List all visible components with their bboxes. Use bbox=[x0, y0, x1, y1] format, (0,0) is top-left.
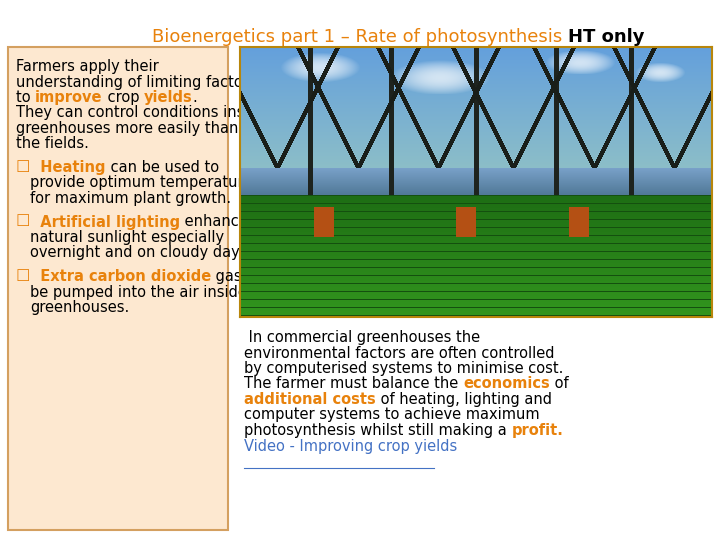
Text: understanding of limiting factors: understanding of limiting factors bbox=[16, 75, 256, 90]
Text: greenhouses.: greenhouses. bbox=[30, 300, 130, 315]
Text: profit.: profit. bbox=[511, 423, 563, 438]
Text: Extra carbon dioxide: Extra carbon dioxide bbox=[30, 269, 211, 284]
Text: crop: crop bbox=[103, 90, 144, 105]
Text: gas can: gas can bbox=[211, 269, 273, 284]
Text: photosynthesis whilst still making a: photosynthesis whilst still making a bbox=[244, 423, 511, 438]
Text: enhances the: enhances the bbox=[180, 214, 284, 230]
Text: the fields.: the fields. bbox=[16, 137, 89, 152]
Text: HT only: HT only bbox=[568, 28, 644, 46]
Text: Farmers apply their: Farmers apply their bbox=[16, 59, 158, 74]
Text: provide optimum temperatures: provide optimum temperatures bbox=[30, 176, 260, 191]
Text: to: to bbox=[16, 90, 35, 105]
Text: be pumped into the air inside the: be pumped into the air inside the bbox=[30, 285, 276, 300]
Text: overnight and on cloudy days.: overnight and on cloudy days. bbox=[30, 246, 252, 260]
Text: of: of bbox=[549, 376, 568, 392]
Text: additional costs: additional costs bbox=[244, 392, 376, 407]
Text: ☐: ☐ bbox=[16, 269, 30, 284]
Text: environmental factors are often controlled: environmental factors are often controll… bbox=[244, 346, 554, 361]
Text: natural sunlight especially: natural sunlight especially bbox=[30, 230, 224, 245]
Text: yields: yields bbox=[144, 90, 193, 105]
Text: Artificial lighting: Artificial lighting bbox=[30, 214, 180, 230]
Text: .: . bbox=[193, 90, 197, 105]
Text: of heating, lighting and: of heating, lighting and bbox=[376, 392, 552, 407]
Text: economics: economics bbox=[463, 376, 549, 392]
Text: for maximum plant growth.: for maximum plant growth. bbox=[30, 191, 231, 206]
Text: ☐: ☐ bbox=[16, 214, 30, 230]
Text: Heating: Heating bbox=[30, 160, 106, 175]
Text: computer systems to achieve maximum: computer systems to achieve maximum bbox=[244, 408, 539, 422]
Text: Video - Improving crop yields: Video - Improving crop yields bbox=[244, 438, 457, 454]
FancyBboxPatch shape bbox=[8, 47, 228, 530]
Text: by computerised systems to minimise cost.: by computerised systems to minimise cost… bbox=[244, 361, 563, 376]
Text: improve: improve bbox=[35, 90, 103, 105]
Text: can be used to: can be used to bbox=[106, 160, 219, 175]
Text: greenhouses more easily than in: greenhouses more easily than in bbox=[16, 121, 256, 136]
Text: In commercial greenhouses the: In commercial greenhouses the bbox=[244, 330, 480, 345]
Text: They can control conditions inside: They can control conditions inside bbox=[16, 105, 266, 120]
Text: Bioenergetics part 1 – Rate of photosynthesis: Bioenergetics part 1 – Rate of photosynt… bbox=[152, 28, 568, 46]
Text: The farmer must balance the: The farmer must balance the bbox=[244, 376, 463, 392]
Text: ☐: ☐ bbox=[16, 160, 30, 175]
